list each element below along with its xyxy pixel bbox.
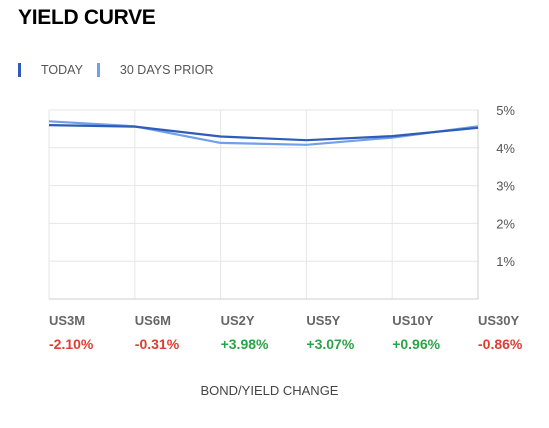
y-tick-label: 3% xyxy=(496,179,515,194)
y-tick-label: 5% xyxy=(496,103,515,118)
x-tick-label: US5Y xyxy=(306,313,340,328)
legend-label-today: TODAY xyxy=(41,63,83,77)
change-value: +3.07% xyxy=(306,336,354,352)
change-value: +0.96% xyxy=(392,336,440,352)
change-value: +3.98% xyxy=(221,336,269,352)
y-tick-label: 1% xyxy=(496,254,515,269)
x-tick-label: US30Y xyxy=(478,313,520,328)
x-tick-label: US10Y xyxy=(392,313,434,328)
legend-item-30-days-prior[interactable]: 30 DAYS PRIOR xyxy=(96,63,214,77)
change-value: -2.10% xyxy=(49,336,94,352)
legend: TODAY 30 DAYS PRIOR xyxy=(18,63,227,77)
x-tick-label: US6M xyxy=(135,313,171,328)
x-tick-label: US3M xyxy=(49,313,85,328)
change-value: -0.86% xyxy=(478,336,523,352)
yield-curve-chart: 1% 2% 3% 4% 5% US3M -2.10% US6M -0.31% US2Y +3.98%… xyxy=(48,103,523,352)
legend-swatch-30-days-prior xyxy=(96,63,100,77)
x-tick-label: US2Y xyxy=(221,313,255,328)
change-value: -0.31% xyxy=(135,336,180,352)
y-tick-label: 4% xyxy=(496,141,515,156)
chart-title: YIELD CURVE xyxy=(18,6,156,29)
legend-swatch-today xyxy=(18,63,21,77)
legend-item-today[interactable]: TODAY xyxy=(18,63,83,77)
series-line-today xyxy=(48,124,479,142)
x-axis-title: BOND/YIELD CHANGE xyxy=(200,383,339,398)
y-tick-label: 2% xyxy=(496,216,515,231)
legend-label-30-days-prior: 30 DAYS PRIOR xyxy=(119,63,214,77)
